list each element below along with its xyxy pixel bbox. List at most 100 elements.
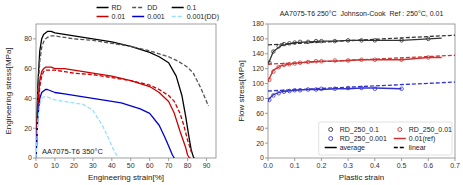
legend-item: 0.01	[97, 13, 126, 20]
legend-line	[97, 16, 109, 18]
legend-box	[319, 122, 452, 155]
x-tick-label: 70	[165, 162, 173, 169]
line	[36, 67, 190, 158]
legend-line	[394, 138, 406, 140]
y-tick	[33, 158, 36, 159]
y-tick	[265, 128, 268, 129]
line	[268, 58, 442, 82]
x-tick	[206, 158, 207, 161]
annotation: AA7075-T6 350°C	[42, 147, 104, 156]
x-tick	[36, 158, 37, 161]
x-tick-label: 40	[108, 162, 116, 169]
x-tick	[268, 158, 269, 161]
legend-label: RD_250_0.1	[340, 126, 379, 134]
y-tick	[265, 38, 268, 39]
x-tick-label: 10	[51, 162, 59, 169]
y-tick-label: 60	[24, 65, 32, 72]
legend-item: RD_250_0.01	[398, 126, 452, 134]
legend: RD DD 0.1 0.01 0.001 0.001(DD)	[97, 4, 219, 21]
x-tick	[321, 158, 322, 161]
x-tick	[374, 158, 375, 161]
x-tick	[455, 158, 456, 161]
x-tick-label: 0.7	[450, 162, 460, 169]
x-tick	[149, 158, 150, 161]
legend-marker	[329, 137, 333, 141]
line	[36, 90, 174, 158]
legend-line	[132, 16, 144, 18]
y-axis-label: Flow stress[MPa]	[237, 60, 246, 121]
legend-item: 0.001(DD)	[172, 13, 219, 21]
y-tick-label: 20	[24, 125, 32, 132]
x-tick-label: 0.2	[317, 162, 327, 169]
legend-label: RD_250_0.001	[340, 135, 387, 143]
y-tick-label: 0	[260, 154, 264, 161]
legend: RD_250_0.1 RD_250_0.01 RD_250_0.001 0.01(re…	[319, 122, 452, 155]
y-tick-label: 40	[256, 125, 264, 132]
y-tick	[33, 68, 36, 69]
plot-frame	[268, 24, 455, 158]
x-tick-label: 90	[203, 162, 211, 169]
y-tick	[265, 98, 268, 99]
y-tick-label: 140	[252, 50, 264, 57]
y-tick	[33, 128, 36, 129]
x-tick	[92, 158, 93, 161]
x-tick	[294, 158, 295, 161]
y-tick-label: 80	[24, 35, 32, 42]
chart-title: AA7075-T6 250°C Johnson-Cook Ref : 250°C…	[280, 10, 444, 17]
x-tick-label: 50	[127, 162, 135, 169]
y-tick-label: 0	[28, 154, 32, 161]
y-tick-label: 80	[256, 95, 264, 102]
legend-label: DD	[147, 4, 157, 11]
x-tick	[111, 158, 112, 161]
y-tick	[265, 68, 268, 69]
x-axis-label: Engineering strain[%]	[88, 173, 164, 182]
x-tick	[401, 158, 402, 161]
x-tick	[130, 158, 131, 161]
legend-label: 0.01(ref)	[409, 135, 435, 143]
x-tick-label: 60	[146, 162, 154, 169]
line	[36, 70, 191, 158]
legend-label: 0.01	[112, 13, 126, 20]
y-tick	[33, 38, 36, 39]
x-tick-label: 0.3	[343, 162, 353, 169]
legend-item: 0.1	[172, 4, 197, 11]
x-axis-label: Plastic strain	[339, 173, 384, 182]
line	[36, 97, 119, 158]
line	[36, 36, 208, 158]
y-tick-label: 160	[252, 35, 264, 42]
plot-frame	[36, 24, 216, 158]
line	[36, 31, 194, 158]
y-tick-label: 180	[252, 20, 264, 27]
legend-line	[325, 147, 337, 149]
legend-label: RD	[112, 4, 122, 11]
y-tick-label: 120	[252, 65, 264, 72]
legend-item: RD	[97, 4, 122, 11]
plot-area	[36, 31, 208, 158]
legend-label: linear	[409, 144, 427, 151]
x-tick-label: 0.6	[423, 162, 433, 169]
y-tick	[265, 158, 268, 159]
legend-item: RD_250_0.001	[329, 135, 387, 143]
x-tick	[168, 158, 169, 161]
x-tick	[348, 158, 349, 161]
x-tick-label: 0	[34, 162, 38, 169]
x-tick	[54, 158, 55, 161]
legend-label: 0.001	[147, 13, 165, 20]
x-tick-label: 30	[89, 162, 97, 169]
axes: 0.00.10.20.30.40.50.60.70204060801001201…	[252, 20, 460, 169]
legend-line	[97, 7, 109, 9]
y-tick-label: 40	[24, 95, 32, 102]
plot-area	[268, 35, 455, 102]
legend-item: DD	[132, 4, 157, 11]
x-tick	[428, 158, 429, 161]
y-tick	[265, 83, 268, 84]
legend-line	[172, 7, 184, 9]
x-tick-label: 0.1	[290, 162, 300, 169]
legend-line	[132, 7, 144, 9]
y-tick-label: 100	[252, 80, 264, 87]
x-tick-label: 0.4	[370, 162, 380, 169]
page: {"chart_data": [ {"type": "line", "annot…	[0, 0, 463, 185]
line	[268, 55, 455, 64]
legend-item: 0.01(ref)	[394, 135, 435, 143]
y-tick	[33, 98, 36, 99]
